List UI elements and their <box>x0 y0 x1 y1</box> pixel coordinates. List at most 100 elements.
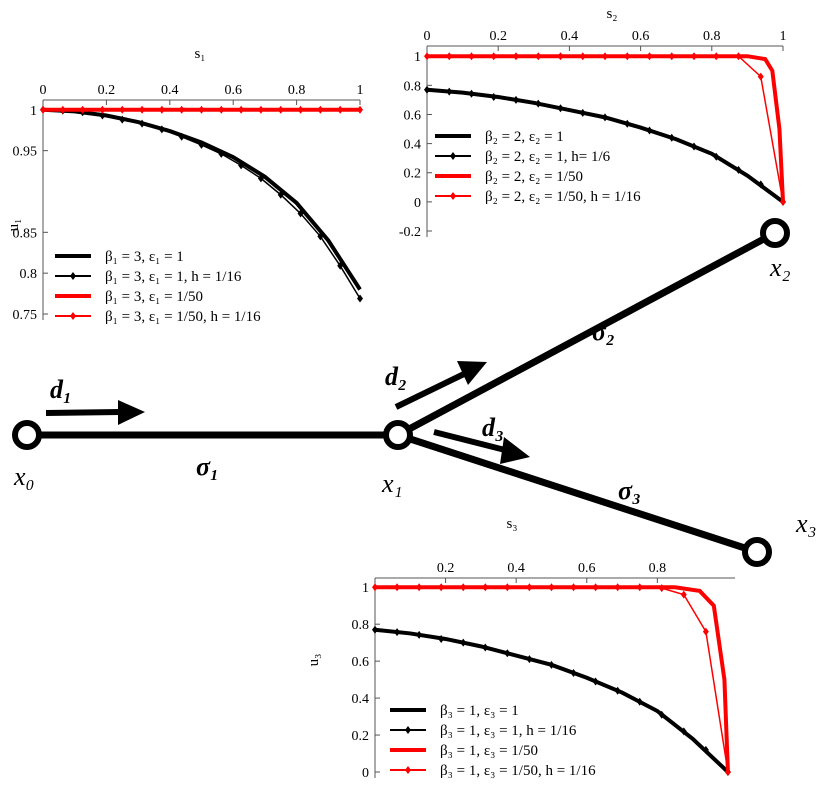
y-tick-label: 0.2 <box>404 167 422 182</box>
point <box>646 126 653 135</box>
x-tick-label: 0.2 <box>437 561 455 576</box>
y-tick-label: 0.6 <box>404 108 422 123</box>
point <box>702 627 709 636</box>
point <box>482 643 489 652</box>
series-line <box>427 54 785 202</box>
legend-label: β₃ = 1, ε₃ = 1 <box>440 703 519 719</box>
chart: 0 0.2 0.4 0.6 0.8 1 0.75 0.8 0.85 0.95 1 s₁ u₁ β₁ = 3… <box>6 46 364 325</box>
y-tick-label: 0 <box>414 196 421 211</box>
point <box>735 52 742 61</box>
legend-label: β₃ = 1, ε₃ = 1/50, h = 1/16 <box>440 763 596 779</box>
y-tick-label: 1 <box>414 50 421 65</box>
x-axis-title: s₂ <box>606 6 617 22</box>
x-tick-label: 0.6 <box>632 29 650 44</box>
point <box>337 261 344 270</box>
series-line <box>426 87 785 204</box>
point <box>680 590 687 599</box>
point <box>424 52 430 61</box>
node <box>383 420 413 450</box>
y-tick-label: 1 <box>30 104 37 119</box>
x-tick-label: 0.4 <box>507 561 525 576</box>
edge-label: σ₃ <box>618 476 641 505</box>
y-axis-title: u₁ <box>6 219 22 232</box>
point <box>372 625 378 634</box>
point <box>468 89 475 98</box>
point <box>535 52 542 61</box>
point <box>557 104 564 113</box>
point <box>460 583 467 592</box>
series-line-thin <box>375 586 729 773</box>
point <box>570 583 577 592</box>
point <box>691 142 697 151</box>
point <box>468 52 475 61</box>
point <box>119 115 126 124</box>
point <box>394 628 401 637</box>
legend-marker <box>70 272 76 280</box>
point <box>757 180 764 189</box>
point <box>424 85 430 94</box>
y-tick-label: 0.6 <box>352 655 370 670</box>
point <box>513 52 519 61</box>
point <box>780 197 786 206</box>
point <box>446 52 453 61</box>
point <box>218 105 225 114</box>
point <box>579 108 586 117</box>
y-tick-label: -0.2 <box>399 225 421 240</box>
direction-label: d₂ <box>385 362 407 391</box>
x-tick-label: 0 <box>424 29 431 44</box>
point <box>614 686 621 695</box>
point <box>317 232 324 241</box>
node-label: x₂ <box>769 253 791 282</box>
point <box>680 727 687 736</box>
node <box>742 537 772 567</box>
point <box>636 583 643 592</box>
x-tick-label: 0.8 <box>288 83 306 98</box>
legend-marker <box>405 766 411 774</box>
point <box>416 583 423 592</box>
y-tick-label: 0.75 <box>13 308 38 323</box>
point <box>394 583 401 592</box>
point <box>658 710 665 719</box>
legend-marker <box>70 312 76 320</box>
x-tick-label: 0.2 <box>98 83 116 98</box>
y-tick-label: 0.4 <box>352 692 370 707</box>
point <box>297 209 304 218</box>
point <box>614 583 621 592</box>
x-tick-label: 0.8 <box>703 29 721 44</box>
arrow <box>433 429 530 464</box>
point <box>490 52 497 61</box>
y-tick-label: 0.8 <box>20 267 38 282</box>
legend-label: β₃ = 1, ε₃ = 1, h = 1/16 <box>440 723 577 739</box>
x-tick-label: 0 <box>40 83 47 98</box>
point <box>277 105 284 114</box>
point <box>446 87 453 96</box>
point <box>668 52 675 61</box>
point <box>504 649 511 658</box>
point <box>238 161 245 170</box>
point <box>482 583 489 592</box>
point <box>713 52 720 61</box>
point <box>198 105 205 114</box>
x-tick-label: 0.2 <box>489 29 507 44</box>
point <box>119 105 126 114</box>
point <box>218 149 225 158</box>
series-line-thin <box>374 628 729 773</box>
legend-marker <box>450 152 456 160</box>
point <box>59 105 66 114</box>
point <box>158 105 165 114</box>
point <box>548 660 555 669</box>
edge <box>396 229 777 439</box>
y-tick-label: 1 <box>362 581 369 596</box>
node-label: x₀ <box>13 462 35 491</box>
point <box>658 584 665 593</box>
chart: 0 0.2 0.4 0.6 0.8 1 -0.2 0 0.2 0.4 0.6 0.8 1 s₂ β₂ = 2… <box>399 6 787 240</box>
legend-label: β₁ = 3, ε₁ = 1/50, h = 1/16 <box>105 309 261 325</box>
point <box>139 119 146 128</box>
point <box>158 125 165 134</box>
point <box>40 105 46 114</box>
point <box>735 165 742 174</box>
point <box>79 105 86 114</box>
x-axis-title: s₁ <box>194 46 205 62</box>
y-tick-label: 0.8 <box>404 79 422 94</box>
point <box>513 95 519 104</box>
